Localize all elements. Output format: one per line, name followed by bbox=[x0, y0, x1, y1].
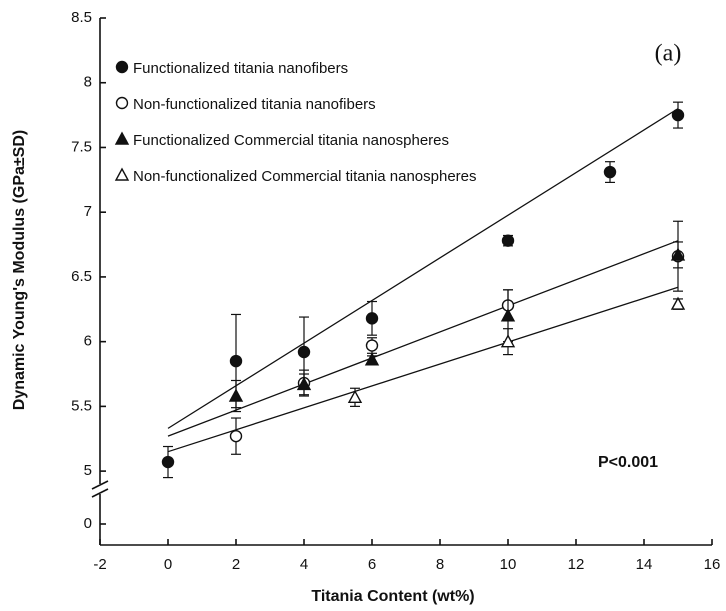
legend-marker bbox=[114, 167, 130, 181]
break-mark bbox=[91, 488, 109, 498]
y-tick-label: 5 bbox=[84, 462, 92, 479]
marker bbox=[500, 334, 516, 348]
legend-marker bbox=[115, 96, 129, 110]
marker bbox=[364, 352, 380, 366]
marker bbox=[297, 345, 311, 359]
legend-label: Non-functionalized titania nanofibers bbox=[133, 96, 376, 113]
y-tick-label: 0 bbox=[84, 515, 92, 532]
y-tick-label: 8.5 bbox=[71, 9, 92, 26]
marker bbox=[229, 354, 243, 368]
y-axis-label: Dynamic Young's Modulus (GPa±SD) bbox=[11, 130, 28, 410]
legend-label: Non-functionalized Commercial titania na… bbox=[133, 168, 477, 185]
trend-line bbox=[167, 108, 679, 429]
x-tick-label: 6 bbox=[368, 556, 376, 573]
marker bbox=[501, 234, 515, 247]
x-tick-label: 0 bbox=[164, 556, 172, 573]
trend-line bbox=[167, 286, 679, 453]
x-tick-label: 8 bbox=[436, 556, 444, 573]
x-tick-label: 10 bbox=[500, 556, 517, 573]
marker bbox=[670, 296, 686, 310]
trend-line bbox=[167, 240, 679, 437]
x-tick-label: -2 bbox=[93, 556, 106, 573]
legend-label: Functionalized titania nanofibers bbox=[133, 60, 348, 77]
p-value: P<0.001 bbox=[598, 454, 658, 471]
x-tick-label: 2 bbox=[232, 556, 240, 573]
x-axis-label: Titania Content (wt%) bbox=[311, 588, 474, 605]
legend-marker bbox=[114, 131, 130, 145]
panel-label: (a) bbox=[655, 41, 682, 67]
legend-label: Functionalized Commercial titania nanosp… bbox=[133, 132, 449, 149]
y-tick-label: 8 bbox=[84, 74, 92, 91]
legend-marker bbox=[115, 60, 129, 74]
marker bbox=[365, 312, 379, 325]
marker bbox=[296, 376, 312, 391]
marker bbox=[670, 247, 686, 261]
x-tick-label: 14 bbox=[636, 556, 653, 573]
y-tick-label: 6.5 bbox=[71, 268, 92, 285]
marker bbox=[229, 429, 243, 443]
x-tick-label: 4 bbox=[300, 556, 308, 573]
y-tick-label: 6 bbox=[84, 333, 92, 350]
y-tick-label: 5.5 bbox=[71, 397, 92, 414]
marker bbox=[500, 308, 516, 322]
marker bbox=[347, 389, 363, 404]
y-tick-label: 7 bbox=[84, 203, 92, 220]
x-tick-label: 12 bbox=[568, 556, 585, 573]
break-mark bbox=[91, 480, 109, 490]
marker bbox=[365, 339, 379, 352]
y-tick-label: 7.5 bbox=[71, 138, 92, 155]
marker bbox=[603, 165, 617, 179]
marker bbox=[161, 455, 175, 469]
break-gap bbox=[92, 484, 108, 494]
marker bbox=[671, 108, 685, 122]
x-tick-label: 16 bbox=[704, 556, 721, 573]
marker bbox=[228, 388, 244, 402]
